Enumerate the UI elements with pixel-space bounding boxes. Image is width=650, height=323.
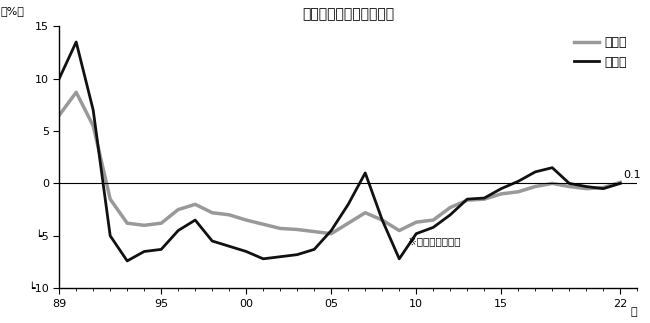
Text: 年: 年 (630, 307, 637, 317)
商業地 (259, 257, 267, 261)
住宅地 (89, 124, 97, 128)
住宅地 (72, 90, 80, 94)
住宅地 (310, 230, 318, 234)
住宅地 (599, 186, 607, 190)
商業地 (480, 196, 488, 200)
住宅地 (514, 190, 522, 194)
商業地 (89, 108, 97, 112)
商業地 (107, 234, 114, 238)
住宅地 (344, 221, 352, 225)
商業地 (616, 182, 624, 185)
Text: 0.1: 0.1 (624, 170, 642, 180)
住宅地 (226, 213, 233, 217)
商業地 (412, 232, 420, 235)
住宅地 (378, 218, 386, 222)
住宅地 (447, 205, 454, 209)
住宅地 (412, 220, 420, 224)
商業地 (344, 203, 352, 206)
住宅地 (463, 198, 471, 202)
住宅地 (531, 185, 539, 189)
商業地 (566, 182, 573, 185)
住宅地 (191, 203, 199, 206)
住宅地 (395, 229, 403, 233)
商業地 (531, 170, 539, 174)
商業地 (463, 197, 471, 201)
住宅地 (55, 113, 63, 117)
商業地 (310, 247, 318, 251)
商業地 (208, 239, 216, 243)
商業地 (447, 213, 454, 217)
商業地 (55, 77, 63, 81)
住宅地 (616, 181, 624, 184)
商業地 (226, 244, 233, 248)
住宅地 (174, 208, 182, 212)
商業地 (599, 187, 607, 191)
住宅地 (140, 224, 148, 227)
商業地 (497, 187, 505, 191)
商業地 (140, 250, 148, 254)
住宅地 (566, 185, 573, 189)
住宅地 (293, 227, 301, 231)
住宅地 (208, 211, 216, 215)
住宅地 (582, 187, 590, 191)
商業地 (242, 250, 250, 254)
商業地 (174, 229, 182, 233)
商業地 (157, 247, 165, 251)
商業地 (191, 218, 199, 222)
商業地 (430, 225, 437, 229)
商業地 (361, 171, 369, 175)
商業地 (72, 40, 80, 44)
商業地 (582, 185, 590, 189)
Line: 商業地: 商業地 (59, 42, 620, 261)
住宅地 (361, 211, 369, 215)
住宅地 (157, 221, 165, 225)
Title: 【前年比上昇・下落率】: 【前年比上昇・下落率】 (302, 7, 395, 21)
住宅地 (259, 222, 267, 226)
商業地 (549, 166, 556, 170)
住宅地 (328, 232, 335, 235)
Legend: 住宅地, 商業地: 住宅地, 商業地 (570, 33, 631, 72)
住宅地 (549, 182, 556, 185)
住宅地 (430, 218, 437, 222)
住宅地 (497, 192, 505, 196)
住宅地 (124, 221, 131, 225)
住宅地 (107, 197, 114, 201)
商業地 (328, 229, 335, 233)
商業地 (276, 255, 284, 259)
住宅地 (480, 197, 488, 201)
商業地 (378, 218, 386, 222)
Y-axis label: （%）: （%） (1, 6, 25, 16)
商業地 (395, 257, 403, 261)
商業地 (514, 179, 522, 183)
商業地 (293, 253, 301, 256)
商業地 (124, 259, 131, 263)
住宅地 (242, 218, 250, 222)
住宅地 (276, 226, 284, 230)
Text: ※国交省基準地価: ※国交省基準地価 (408, 236, 460, 246)
Line: 住宅地: 住宅地 (59, 92, 620, 234)
